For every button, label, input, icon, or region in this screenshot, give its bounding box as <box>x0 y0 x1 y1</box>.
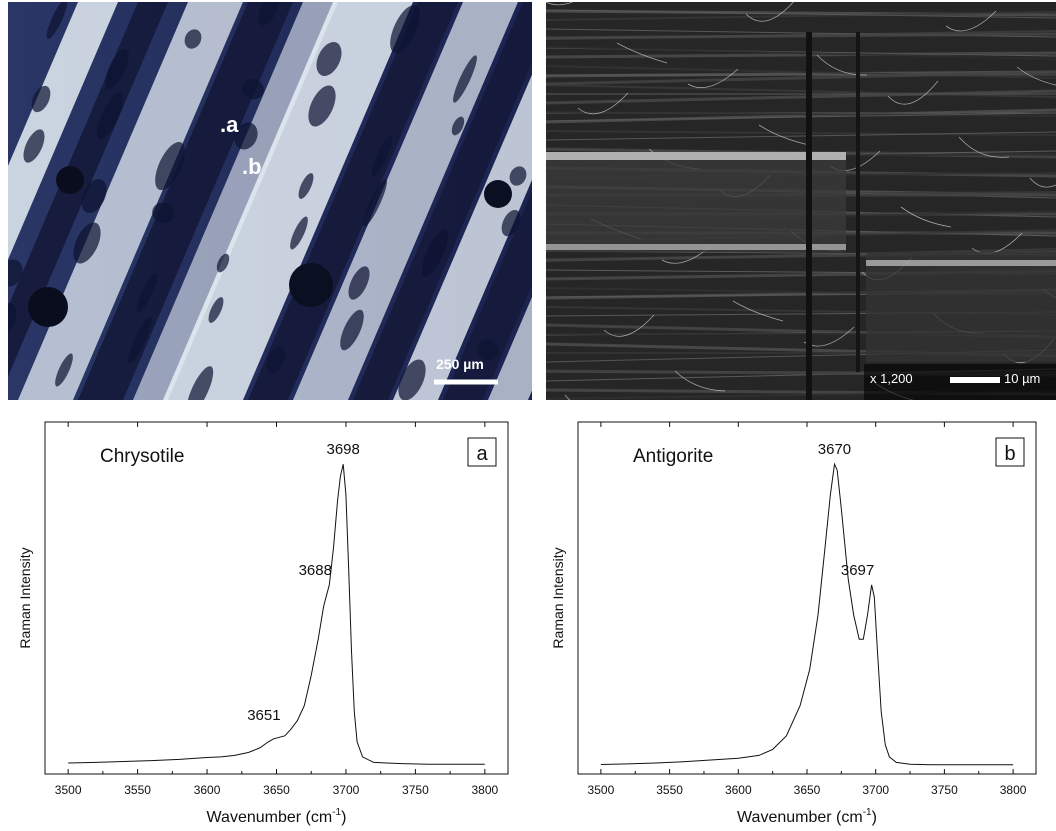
chart-a-xtick-label: 3800 <box>471 783 498 797</box>
optical-scale-text: 250 µm <box>436 356 484 372</box>
chart-a-xtick-label: 3550 <box>124 783 151 797</box>
chart-b-xtick-label: 3500 <box>588 783 615 797</box>
chart-a-xtick-label: 3750 <box>402 783 429 797</box>
chart-b-peak-label: 3697 <box>841 562 874 579</box>
chart-a-xtick-label: 3600 <box>194 783 221 797</box>
point-label-a: .a <box>220 112 239 137</box>
chart-b-xtick-label: 3650 <box>794 783 821 797</box>
sem-micrograph: x 1,200 10 µm <box>546 2 1056 400</box>
chart-b-xlabel: Wavenumber (cm-1) <box>737 807 877 826</box>
chart-a-xlabel: Wavenumber (cm-1) <box>207 807 347 826</box>
chart-a-peak-label: 3688 <box>299 562 332 579</box>
chart-b-mineral-label: Antigorite <box>633 446 713 467</box>
chart-b-svg: 3500 3550 3600 3650 3700 3750 3800 Wavenumber (… <box>550 421 1037 826</box>
chart-a-xtick-label: 3500 <box>55 783 82 797</box>
chart-b-panel-label: b <box>1004 443 1015 465</box>
chart-a-panel-box <box>467 437 497 467</box>
chart-b-spectrum-line <box>600 462 1014 766</box>
chart-a-mineral-label: Chrysotile <box>100 446 184 467</box>
point-label-b: .b <box>242 154 262 179</box>
chart-b-xtick-label: 3600 <box>725 783 752 797</box>
chart-b-ylabel: Raman Intensity <box>550 547 566 648</box>
sem-scale-bar <box>950 377 1000 383</box>
chart-a-xtick-label: 3650 <box>263 783 290 797</box>
chart-b-xtick-label: 3700 <box>862 783 889 797</box>
chart-b-xtick-label: 3550 <box>656 783 683 797</box>
chart-b-panel-box <box>995 437 1025 467</box>
chart-a-peak-label: 3651 <box>247 707 280 724</box>
chart-b-xtick-label: 3800 <box>1000 783 1027 797</box>
chart-b-peak-label: 3670 <box>818 441 851 458</box>
chart-a-svg: 3500 3550 3600 3650 3700 3750 3800 Wavenumber (… <box>17 421 509 826</box>
chart-a-xtick-label: 3700 <box>333 783 360 797</box>
chart-b-plot-frame <box>577 421 1037 775</box>
chart-b-xtick-label: 3750 <box>931 783 958 797</box>
sem-micrograph-image <box>546 2 1056 400</box>
raman-spectrum-chrysotile: 3500 3550 3600 3650 3700 3750 3800 Wavenumber (… <box>0 410 528 831</box>
chart-a-spectrum-line <box>68 464 485 765</box>
chart-a-ylabel: Raman Intensity <box>17 547 33 648</box>
chart-a-panel-label: a <box>476 443 488 465</box>
chart-a-peak-label: 3698 <box>326 441 359 458</box>
optical-micrograph: .a .b 250 µm <box>8 2 532 400</box>
sem-scale-text: 10 µm <box>1004 371 1041 386</box>
sem-magnification: x 1,200 <box>870 371 913 386</box>
raman-spectrum-antigorite: 3500 3550 3600 3650 3700 3750 3800 Wavenumber (… <box>533 410 1056 831</box>
optical-micrograph-image <box>8 2 532 400</box>
